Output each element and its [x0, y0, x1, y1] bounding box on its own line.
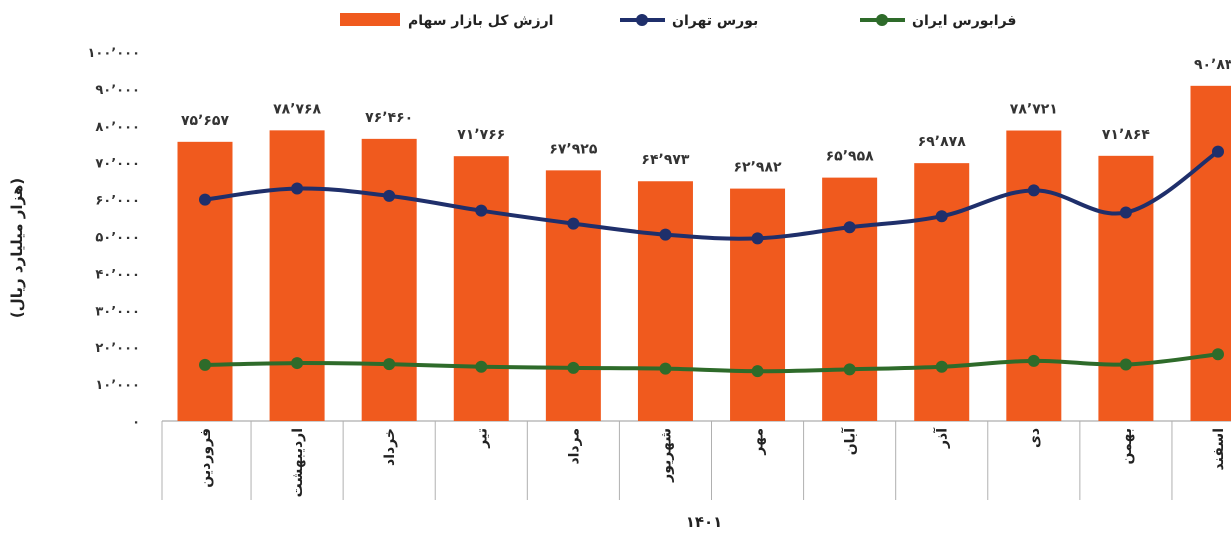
series-point: [383, 190, 395, 202]
x-tick-label: اردیبهشت: [290, 428, 306, 497]
series-point: [1120, 207, 1132, 219]
bar: [1098, 156, 1153, 421]
x-axis-title: ۱۴۰۱: [686, 513, 723, 531]
x-tick-label: آبان: [841, 427, 859, 455]
series-line: [205, 354, 1218, 371]
bar: [822, 178, 877, 421]
bar-data-label: ۶۷٬۹۲۵: [549, 141, 597, 157]
series-point: [752, 232, 764, 244]
legend-swatch-bar: [340, 13, 400, 26]
series-line: [205, 152, 1218, 239]
series-point: [383, 358, 395, 370]
series-point: [291, 183, 303, 195]
legend-swatch-marker: [636, 14, 648, 26]
series-point: [567, 218, 579, 230]
bar: [638, 181, 693, 421]
series-point: [199, 194, 211, 206]
bar-data-label: ۶۲٬۹۸۲: [734, 160, 782, 176]
y-tick-label: ۸۰٬۰۰۰: [95, 120, 140, 135]
bar-data-label: ۷۵٬۶۵۷: [181, 113, 229, 129]
y-tick-label: ۱۰۰٬۰۰۰: [87, 46, 140, 61]
bar-data-label: ۹۰٬۸۳۳: [1194, 57, 1231, 73]
series-point: [1028, 184, 1040, 196]
series-point: [1212, 146, 1224, 158]
x-tick-labels: فروردین اردیبهشت خرداد تیر مرداد شهریور مهر آبا…: [198, 427, 1227, 498]
bar-data-label: ۷۶٬۴۶۰: [365, 110, 413, 126]
bar-data-label: ۷۸٬۷۲۱: [1010, 102, 1058, 118]
bar: [546, 170, 601, 421]
legend-label: فرابورس ایران: [912, 13, 1016, 29]
y-tick-label: ۰: [132, 415, 140, 430]
y-tick-label: ۹۰٬۰۰۰: [95, 83, 140, 98]
series-point: [1120, 359, 1132, 371]
series-point: [1028, 355, 1040, 367]
bar-data-label: ۷۸٬۷۶۸: [273, 101, 321, 117]
x-axis: [162, 421, 1231, 500]
x-tick-label: شهریور: [658, 428, 674, 483]
legend-label: بورس تهران: [672, 13, 758, 29]
bar: [454, 156, 509, 421]
legend-label: ارزش کل بازار سهام: [408, 13, 553, 29]
line-series: [199, 146, 1224, 378]
bar: [362, 139, 417, 421]
bar: [1191, 86, 1231, 421]
bar-data-label: ۷۱٬۸۶۴: [1102, 127, 1150, 143]
y-axis: ۰ ۱۰٬۰۰۰ ۲۰٬۰۰۰ ۳۰٬۰۰۰ ۴۰٬۰۰۰ ۵۰٬۰۰۰ ۶۰٬۰۰۰ ۷۰٬…: [87, 46, 140, 430]
bar: [1006, 131, 1061, 421]
y-axis-title: (هزار میلیارد ریال): [8, 178, 26, 318]
x-tick-label: مهر: [751, 428, 767, 456]
x-tick-label: آذر: [933, 427, 951, 449]
series-point: [291, 357, 303, 369]
y-tick-label: ۴۰٬۰۰۰: [95, 267, 140, 282]
y-tick-label: ۶۰٬۰۰۰: [95, 194, 140, 209]
x-tick-label: فروردین: [198, 428, 214, 488]
x-tick-label: خرداد: [382, 428, 398, 466]
series-point: [659, 229, 671, 241]
series-point: [844, 221, 856, 233]
x-tick-label: مرداد: [566, 428, 582, 465]
bar-data-label: ۶۴٬۹۷۳: [641, 152, 689, 168]
bar: [914, 163, 969, 421]
data-labels: ۷۵٬۶۵۷ ۷۸٬۷۶۸ ۷۶٬۴۶۰ ۷۱٬۷۶۶ ۶۷٬۹۲۵ ۶۴٬۹۷۳ ۶۲٬۹…: [181, 57, 1231, 176]
x-tick-label: تیر: [474, 428, 490, 449]
series-point: [199, 359, 211, 371]
y-tick-label: ۵۰٬۰۰۰: [95, 231, 140, 246]
x-tick-label: بهمن: [1119, 428, 1135, 464]
x-tick-label: دی: [1027, 428, 1043, 448]
series-point: [936, 361, 948, 373]
legend-swatch-marker: [876, 14, 888, 26]
series-point: [844, 363, 856, 375]
bar-data-label: ۶۹٬۸۷۸: [918, 134, 966, 150]
bar: [270, 130, 325, 421]
series-point: [936, 210, 948, 222]
series-point: [1212, 348, 1224, 360]
series-point: [659, 363, 671, 375]
x-tick-label: اسفند: [1211, 428, 1227, 470]
bar: [178, 142, 233, 421]
y-tick-label: ۳۰٬۰۰۰: [95, 304, 140, 319]
y-tick-label: ۲۰٬۰۰۰: [95, 341, 140, 356]
series-point: [475, 205, 487, 217]
bar-data-label: ۶۵٬۹۵۸: [826, 149, 874, 165]
series-point: [752, 365, 764, 377]
legend: ارزش کل بازار سهام بورس تهران فرابورس ایرا…: [340, 13, 1016, 29]
series-point: [567, 362, 579, 374]
y-tick-label: ۷۰٬۰۰۰: [95, 157, 140, 172]
y-tick-label: ۱۰٬۰۰۰: [95, 378, 140, 393]
bar: [730, 189, 785, 421]
series-point: [475, 361, 487, 373]
bar-data-label: ۷۱٬۷۶۶: [457, 127, 505, 143]
